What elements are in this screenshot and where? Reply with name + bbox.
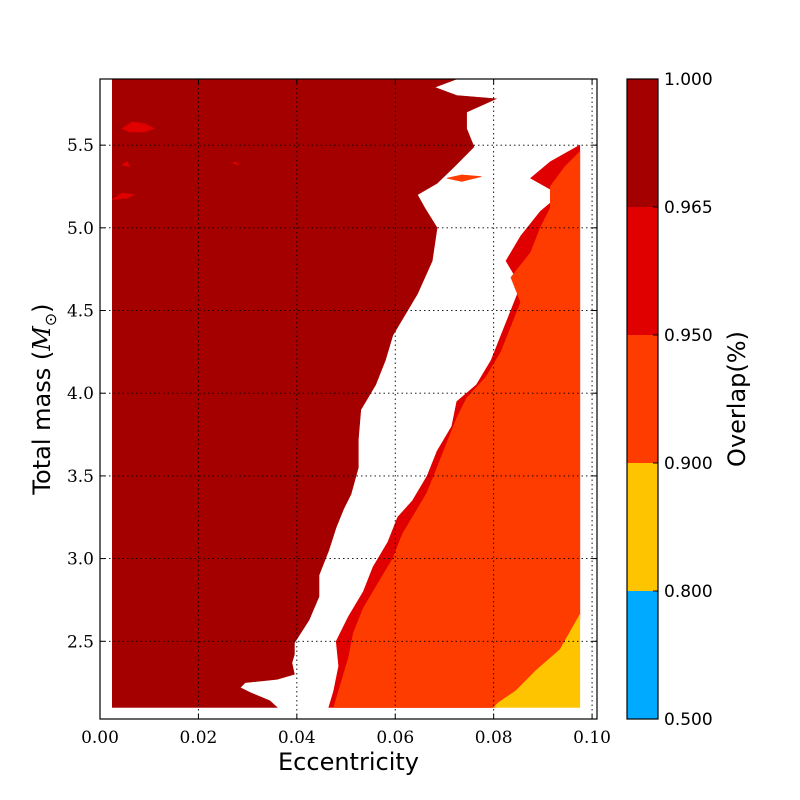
x-tick-label: 0.00 [81,728,119,748]
colorbar-tick-label: 0.965 [664,198,713,218]
y-axis-label-symbol: M [28,325,56,352]
colorbar-segment [627,463,658,591]
x-tick-label: 0.06 [376,728,414,748]
y-tick-label: 5.0 [67,219,94,239]
y-axis-label-subscript: ⊙ [41,313,60,326]
x-tick-label: 0.02 [179,728,217,748]
colorbar-label: Overlap(%) [723,331,751,467]
y-axis-label-close: ) [28,303,56,312]
x-axis: 0.00 0.02 0.04 0.06 0.08 0.10 [81,79,611,748]
y-tick-label: 5.5 [67,136,94,156]
contour-island-2 [112,192,136,200]
colorbar-segment [627,591,658,719]
contour-island-3 [121,161,131,168]
colorbar-tick-label: 0.800 [664,582,713,602]
grid-lines [100,79,597,719]
contour-island-1 [121,121,155,133]
y-tick-label: 3.0 [67,550,94,570]
x-tick-label: 0.08 [475,728,513,748]
x-tick-label: 0.04 [278,728,316,748]
y-tick-label: 4.0 [67,384,94,404]
colorbar-tick-label: 0.900 [664,454,713,474]
colorbar-segment [627,79,658,207]
contour-region-0.965-1.000 [112,78,498,708]
colorbar-frame [626,78,659,720]
y-axis: 2.5 3.0 3.5 4.0 4.5 5.0 5.5 [67,136,597,652]
colorbar-tick-label: 0.500 [664,710,713,730]
colorbar-segment [627,207,658,335]
y-axis-label-text: Total mass ( [28,351,56,496]
contour-region-0.800-0.900 [492,613,581,708]
x-tick-label: 0.10 [573,728,611,748]
contour-island-4 [232,161,240,166]
colorbar-tick-label: 0.950 [664,326,713,346]
x-axis-label: Eccentricity [278,748,419,776]
axes-frame [99,78,598,720]
colorbar-tick-label: 1.000 [664,70,713,90]
y-tick-label: 2.5 [67,632,94,652]
y-tick-label: 4.5 [67,302,94,322]
contour-island-5 [446,174,482,182]
plot-area [112,78,581,708]
colorbar: 0.500 0.800 0.900 0.950 0.965 1.000 [626,70,713,730]
y-axis-label: Total mass (M⊙) [28,303,60,495]
y-tick-label: 3.5 [67,467,94,487]
colorbar-segment [627,335,658,463]
